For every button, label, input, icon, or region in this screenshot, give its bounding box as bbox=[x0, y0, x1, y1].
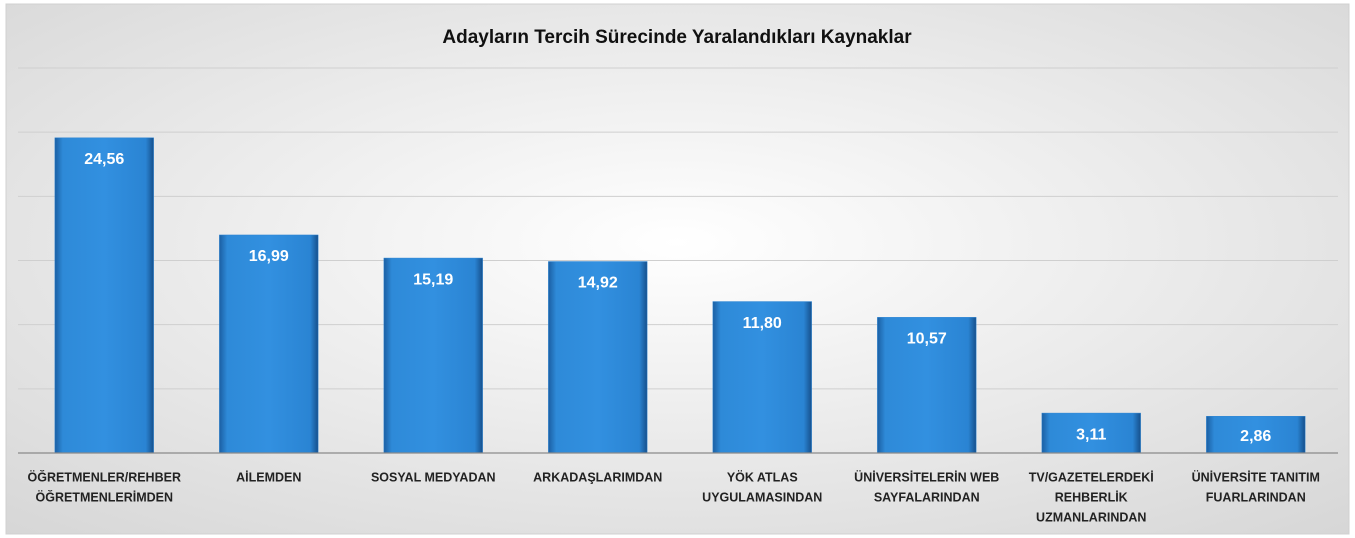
bar bbox=[1206, 416, 1306, 454]
value-label: 3,11 bbox=[1076, 426, 1106, 443]
x-tick-label: REHBERLİK bbox=[1055, 489, 1128, 504]
x-tick-label: AİLEMDEN bbox=[236, 469, 301, 484]
bar bbox=[548, 261, 648, 454]
value-label: 2,86 bbox=[1240, 428, 1271, 445]
x-tick-label: ÜNİVERSİTE TANITIM bbox=[1192, 469, 1320, 484]
x-tick-label: UZMANLARINDAN bbox=[1036, 510, 1146, 524]
value-label: 11,80 bbox=[743, 315, 782, 332]
x-tick-label: ARKADAŞLARIMDAN bbox=[533, 470, 662, 484]
x-tick-label: YÖK ATLAS bbox=[727, 469, 798, 484]
value-label: 10,57 bbox=[907, 331, 947, 348]
chart-background bbox=[5, 3, 1350, 535]
value-label: 14,92 bbox=[578, 275, 618, 292]
x-tick-label: ÖĞRETMENLER/REHBER bbox=[28, 469, 181, 484]
bar bbox=[54, 137, 154, 454]
bar bbox=[877, 317, 977, 454]
x-tick-label: UYGULAMASINDAN bbox=[702, 490, 822, 504]
bar bbox=[1041, 412, 1141, 454]
value-label: 24,56 bbox=[84, 151, 124, 168]
x-tick-label: ÜNİVERSİTELERİN WEB bbox=[854, 469, 999, 484]
chart-title: Adayların Tercih Sürecinde Yaralandıklar… bbox=[442, 27, 912, 48]
bar bbox=[712, 301, 812, 454]
value-label: 15,19 bbox=[413, 271, 453, 288]
value-label: 16,99 bbox=[249, 248, 289, 265]
bar bbox=[219, 234, 319, 454]
x-tick-label: FUARLARINDAN bbox=[1206, 490, 1306, 504]
x-tick-label: SOSYAL MEDYADAN bbox=[371, 470, 496, 484]
x-tick-label: SAYFALARINDAN bbox=[874, 490, 980, 504]
x-tick-label: TV/GAZETELERDEKİ bbox=[1029, 469, 1154, 484]
x-tick-label: ÖĞRETMENLERİMDEN bbox=[36, 489, 174, 504]
